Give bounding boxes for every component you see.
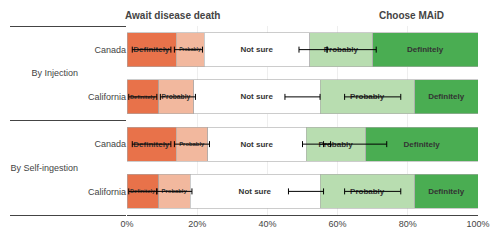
svg-text:100%: 100% (466, 219, 489, 229)
svg-text:Canada: Canada (94, 139, 126, 149)
svg-text:Await disease death: Await disease death (125, 10, 220, 21)
svg-text:Not sure: Not sure (240, 45, 273, 54)
svg-text:California: California (88, 187, 126, 197)
svg-text:60%: 60% (329, 219, 347, 229)
svg-text:By Injection: By Injection (31, 68, 78, 78)
svg-text:Not sure: Not sure (239, 187, 272, 196)
svg-text:Definitely: Definitely (133, 140, 170, 149)
svg-text:Probably: Probably (162, 188, 188, 194)
svg-text:Definitely: Definitely (130, 188, 156, 194)
svg-text:Definitely: Definitely (428, 92, 465, 101)
svg-text:Definitely: Definitely (407, 45, 444, 54)
svg-text:California: California (88, 92, 126, 102)
svg-text:40%: 40% (258, 219, 276, 229)
svg-text:Choose MAiD: Choose MAiD (379, 10, 444, 21)
svg-text:80%: 80% (399, 219, 417, 229)
svg-text:Not sure: Not sure (240, 140, 273, 149)
svg-text:Probably: Probably (179, 141, 205, 147)
svg-text:By Self-ingestion: By Self-ingestion (10, 163, 78, 173)
svg-text:Probably: Probably (350, 187, 385, 196)
svg-text:Probably: Probably (318, 140, 353, 149)
svg-text:Definitely: Definitely (428, 187, 465, 196)
svg-text:20%: 20% (188, 219, 206, 229)
svg-text:Not sure: Not sure (240, 92, 273, 101)
svg-text:Definitely: Definitely (130, 94, 156, 100)
svg-text:Probably: Probably (179, 46, 201, 52)
svg-text:Definitely: Definitely (133, 45, 170, 54)
svg-text:Canada: Canada (94, 45, 126, 55)
svg-text:Probably: Probably (350, 92, 385, 101)
svg-text:0%: 0% (120, 219, 133, 229)
svg-text:Probably: Probably (162, 93, 191, 101)
svg-text:Probably: Probably (324, 45, 359, 54)
svg-text:Definitely: Definitely (404, 140, 441, 149)
